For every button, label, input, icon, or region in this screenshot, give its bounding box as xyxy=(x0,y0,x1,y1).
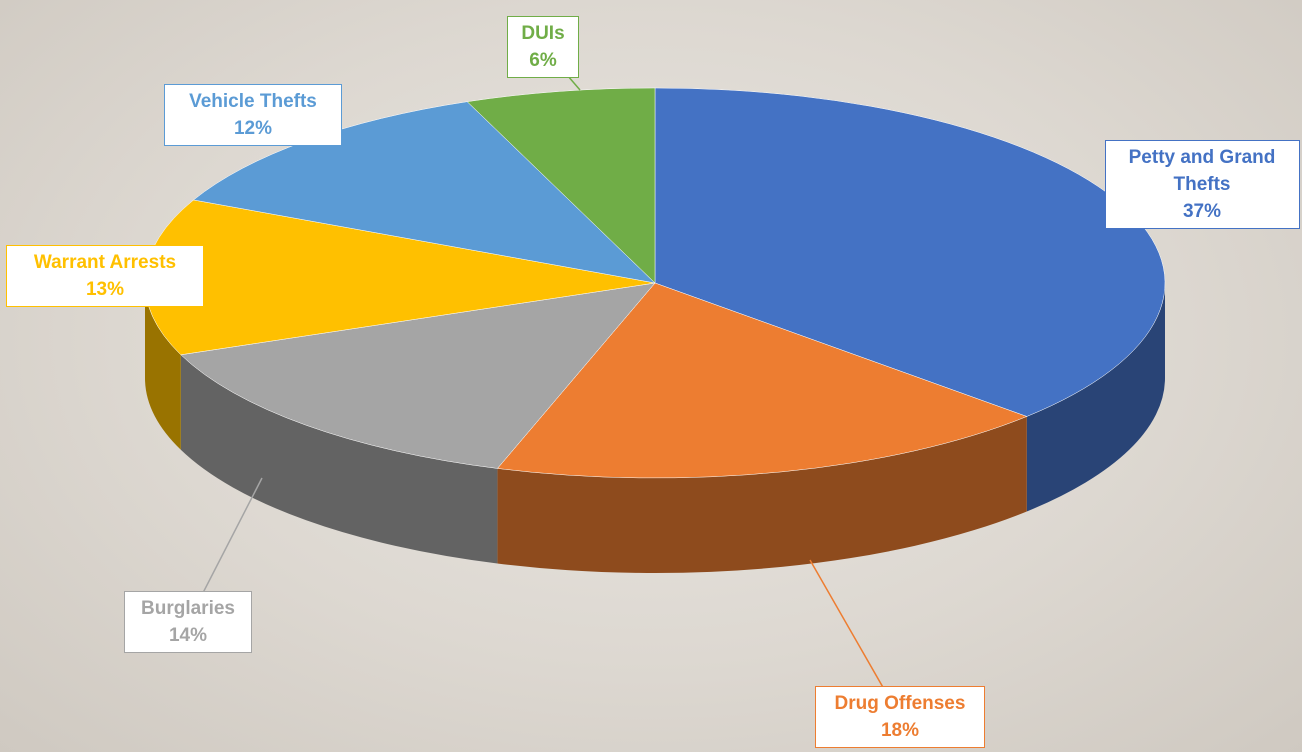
slice xyxy=(496,282,1028,479)
label-value: 13% xyxy=(85,279,125,300)
slice xyxy=(466,87,656,284)
label-name: Warrant Arrests xyxy=(33,252,177,273)
data-label: DUIs 6% xyxy=(507,16,579,78)
data-label: Warrant Arrests 13% xyxy=(6,245,204,307)
slice xyxy=(180,282,656,469)
label-name: Drug Offenses xyxy=(834,693,966,714)
label-name: Petty and Grand Thefts xyxy=(1128,146,1276,195)
label-value: 37% xyxy=(1182,200,1222,222)
label-value: 14% xyxy=(168,625,208,646)
data-label: Drug Offenses 18% xyxy=(815,686,985,748)
data-label: Burglaries 14% xyxy=(124,591,252,653)
slice-side xyxy=(180,354,498,564)
label-name: Burglaries xyxy=(141,598,235,619)
label-value: 12% xyxy=(233,118,273,139)
label-value: 6% xyxy=(529,50,557,71)
slice-side xyxy=(145,283,181,450)
slice-side xyxy=(497,416,1027,573)
label-name: Vehicle Thefts xyxy=(189,91,317,112)
label-name: DUIs xyxy=(521,23,565,44)
label-value: 18% xyxy=(880,720,920,741)
slice-side xyxy=(1026,283,1165,512)
data-label: Vehicle Thefts 12% xyxy=(164,84,342,146)
data-label: Petty and Grand Thefts 37% xyxy=(1104,139,1300,229)
